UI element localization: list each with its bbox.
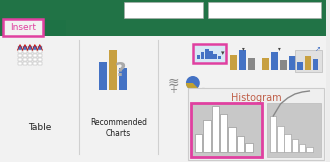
Bar: [262, 58, 269, 70]
Bar: [284, 134, 291, 152]
Bar: [38, 58, 42, 61]
Bar: [28, 46, 32, 50]
Bar: [33, 62, 37, 65]
Bar: [18, 50, 22, 53]
Bar: [45, 20, 66, 36]
Bar: [197, 55, 200, 59]
Bar: [18, 54, 22, 57]
FancyBboxPatch shape: [3, 19, 43, 36]
Bar: [245, 143, 253, 152]
Bar: [201, 52, 205, 59]
Text: ▾: ▾: [220, 50, 224, 56]
Bar: [267, 103, 321, 157]
Bar: [23, 58, 27, 61]
Bar: [33, 58, 37, 61]
Text: ↗: ↗: [314, 46, 320, 52]
Bar: [237, 136, 244, 152]
Text: ?: ?: [115, 60, 126, 80]
Bar: [270, 116, 277, 152]
Bar: [119, 68, 127, 90]
Text: ▾: ▾: [202, 86, 205, 91]
Bar: [212, 106, 219, 152]
Bar: [289, 56, 296, 70]
FancyBboxPatch shape: [191, 103, 262, 157]
Bar: [109, 50, 117, 90]
Bar: [38, 50, 42, 53]
Bar: [23, 46, 27, 50]
Bar: [299, 144, 305, 152]
Bar: [230, 55, 237, 70]
Bar: [209, 51, 213, 59]
Bar: [313, 59, 318, 70]
Text: Cha: Cha: [203, 139, 218, 147]
Bar: [305, 56, 311, 70]
Bar: [28, 50, 32, 53]
Text: Insert: Insert: [10, 23, 36, 32]
Bar: [99, 62, 107, 90]
Bar: [306, 147, 313, 152]
Text: Histogram: Histogram: [231, 93, 281, 103]
Bar: [33, 50, 37, 53]
Text: Table: Table: [28, 123, 51, 133]
Circle shape: [186, 76, 200, 90]
Bar: [217, 56, 221, 59]
Text: +: +: [169, 85, 177, 95]
Bar: [248, 58, 255, 70]
Bar: [33, 46, 37, 50]
Bar: [220, 114, 227, 152]
Bar: [28, 54, 32, 57]
Text: ≋: ≋: [167, 76, 179, 90]
Bar: [208, 2, 321, 18]
Bar: [23, 62, 27, 65]
Polygon shape: [186, 83, 198, 90]
Bar: [0, 20, 326, 36]
Bar: [195, 134, 202, 152]
Bar: [228, 127, 236, 152]
Bar: [214, 54, 217, 59]
Bar: [18, 62, 22, 65]
Bar: [33, 54, 37, 57]
Bar: [124, 2, 203, 18]
Bar: [295, 50, 322, 72]
Bar: [18, 58, 22, 61]
Bar: [271, 52, 278, 70]
Bar: [0, 0, 326, 20]
FancyBboxPatch shape: [193, 44, 226, 63]
Bar: [18, 46, 22, 50]
Bar: [0, 36, 326, 162]
Bar: [188, 88, 324, 160]
Bar: [23, 50, 27, 53]
Bar: [239, 50, 246, 70]
Bar: [38, 54, 42, 57]
Bar: [203, 120, 211, 152]
Bar: [28, 62, 32, 65]
Text: PivotCha: PivotCha: [296, 140, 323, 145]
Bar: [205, 49, 209, 59]
Text: ▾: ▾: [278, 46, 281, 51]
Bar: [292, 139, 298, 152]
Bar: [38, 46, 42, 50]
Text: Recommended
Charts: Recommended Charts: [90, 118, 147, 138]
Bar: [280, 60, 287, 70]
Bar: [28, 58, 32, 61]
Bar: [277, 126, 284, 152]
Bar: [38, 62, 42, 65]
Bar: [297, 62, 303, 70]
Text: ▾: ▾: [242, 46, 245, 51]
Bar: [23, 54, 27, 57]
